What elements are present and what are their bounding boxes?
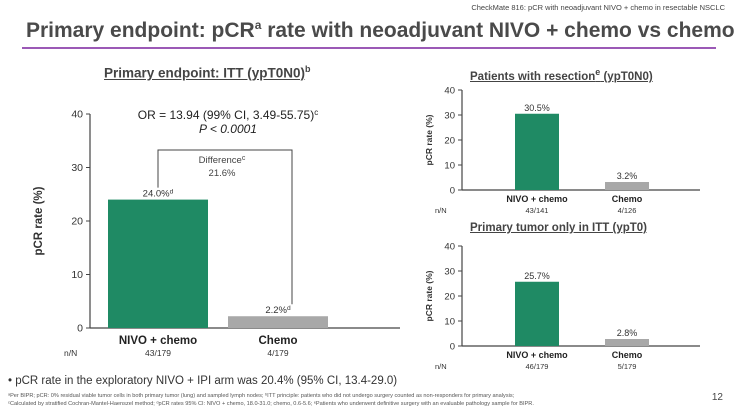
y-tick-label: 20 bbox=[71, 216, 83, 228]
resection-chart-title-footnote-mark: e bbox=[595, 67, 601, 77]
data-label: 24.0%d bbox=[143, 188, 174, 200]
y-axis-label: pCR rate (%) bbox=[424, 114, 434, 165]
category-label: NIVO + chemo bbox=[506, 194, 568, 204]
bullet-note: • pCR rate in the exploratory NIVO + IPI… bbox=[8, 375, 398, 387]
data-label: 30.5% bbox=[524, 103, 550, 113]
label-main: OR = 13.94 (99% CI, 3.49-55.75) bbox=[138, 108, 314, 122]
difference-label: Differencec bbox=[199, 155, 246, 167]
page-title: Primary endpoint: pCRa rate with neoadju… bbox=[26, 18, 735, 43]
y-axis-label: pCR rate (%) bbox=[424, 270, 434, 321]
difference-bracket bbox=[157, 149, 293, 305]
page-title-main: Primary endpoint: pCR bbox=[26, 19, 255, 42]
n-over-n-label: n/N bbox=[435, 362, 447, 371]
n-over-n-label: n/N bbox=[435, 206, 447, 215]
y-tick-label: 30 bbox=[71, 162, 83, 174]
data-label: 25.7% bbox=[524, 271, 550, 281]
bar-chemo bbox=[605, 182, 649, 190]
y-tick-label: 30 bbox=[444, 266, 455, 277]
category-label: Chemo bbox=[259, 335, 298, 347]
label-main: 2.2% bbox=[265, 305, 287, 316]
n-over-n-value: 46/179 bbox=[526, 362, 549, 371]
itt-chart-title-text: Primary endpoint: ITT (ypT0N0) bbox=[104, 65, 306, 81]
data-label: 3.2% bbox=[617, 171, 638, 181]
odds-ratio-text: OR = 13.94 (99% CI, 3.49-55.75)c bbox=[138, 108, 318, 123]
y-tick-label: 0 bbox=[450, 185, 455, 196]
n-over-n-value: 4/179 bbox=[267, 348, 289, 358]
label-footnote-mark: c bbox=[314, 108, 318, 117]
y-tick-label: 10 bbox=[444, 316, 455, 327]
category-label: Chemo bbox=[612, 194, 643, 204]
y-tick-label: 20 bbox=[444, 291, 455, 302]
category-label: NIVO + chemo bbox=[119, 335, 197, 347]
primary-tumor-chart-title: Primary tumor only in ITT (ypT0) bbox=[470, 222, 647, 234]
label-footnote-mark: c bbox=[242, 155, 246, 162]
y-tick-label: 10 bbox=[444, 160, 455, 171]
category-label: Chemo bbox=[612, 350, 643, 360]
resection-chart-title-rest: (ypT0N0) bbox=[600, 70, 653, 83]
y-tick-label: 10 bbox=[71, 269, 83, 281]
n-over-n-label: n/N bbox=[64, 348, 77, 358]
bar-nivo-chemo bbox=[515, 281, 559, 346]
resection-chart-title: Patients with resectione (ypT0N0) bbox=[470, 67, 653, 83]
y-tick-label: 40 bbox=[71, 109, 83, 121]
bar-chemo bbox=[605, 339, 649, 346]
bar-chemo bbox=[228, 316, 328, 328]
category-label: NIVO + chemo bbox=[506, 350, 568, 360]
page-number: 12 bbox=[711, 392, 723, 403]
bar-nivo-chemo bbox=[515, 113, 559, 190]
itt-chart-title-footnote-mark: b bbox=[305, 64, 311, 74]
label-footnote-mark: d bbox=[287, 305, 291, 312]
primary-tumor-chart: 0 10 20 30 40 pCR rate (%) 25.7% NIVO + chemo 46… bbox=[424, 241, 700, 371]
p-value-text: P < 0.0001 bbox=[199, 122, 257, 136]
footnote-2: ᶜCalculated by stratified Cochran-Mantel… bbox=[8, 401, 534, 407]
y-tick-label: 40 bbox=[444, 85, 455, 96]
n-over-n-value: 4/126 bbox=[618, 206, 637, 215]
footnote-1: ᵃPer BIPR; pCR: 0% residual viable tumor… bbox=[8, 393, 515, 399]
n-over-n-value: 43/179 bbox=[145, 348, 171, 358]
resection-chart-title-text: Patients with resection bbox=[470, 70, 596, 83]
label-main: 24.0% bbox=[143, 189, 170, 200]
page-title-rest: rate with neoadjuvant NIVO + chemo vs ch… bbox=[261, 19, 735, 42]
y-tick-label: 40 bbox=[444, 241, 455, 252]
resection-chart: 0 10 20 30 40 pCR rate (%) 30.5% NIVO + chemo 43… bbox=[424, 85, 700, 215]
page-title-footnote-mark: a bbox=[254, 18, 262, 32]
data-label: 2.2%d bbox=[265, 305, 291, 317]
y-tick-label: 20 bbox=[444, 135, 455, 146]
data-label: 2.8% bbox=[617, 328, 638, 338]
label-footnote-mark: d bbox=[170, 188, 174, 195]
n-over-n-value: 5/179 bbox=[618, 362, 637, 371]
difference-value: 21.6% bbox=[209, 168, 236, 179]
y-tick-label: 30 bbox=[444, 110, 455, 121]
itt-chart-title: Primary endpoint: ITT (ypT0N0)b bbox=[104, 64, 311, 81]
y-tick-label: 0 bbox=[77, 323, 83, 335]
bar-nivo-chemo bbox=[108, 199, 208, 328]
label-main: Difference bbox=[199, 155, 242, 166]
y-tick-label: 0 bbox=[450, 341, 455, 352]
title-underline bbox=[22, 47, 716, 49]
n-over-n-value: 43/141 bbox=[526, 206, 549, 215]
study-note: CheckMate 816: pCR with neoadjuvant NIVO… bbox=[471, 3, 725, 12]
y-axis-label: pCR rate (%) bbox=[33, 186, 45, 255]
bullet-note-text: pCR rate in the exploratory NIVO + IPI a… bbox=[15, 375, 398, 387]
